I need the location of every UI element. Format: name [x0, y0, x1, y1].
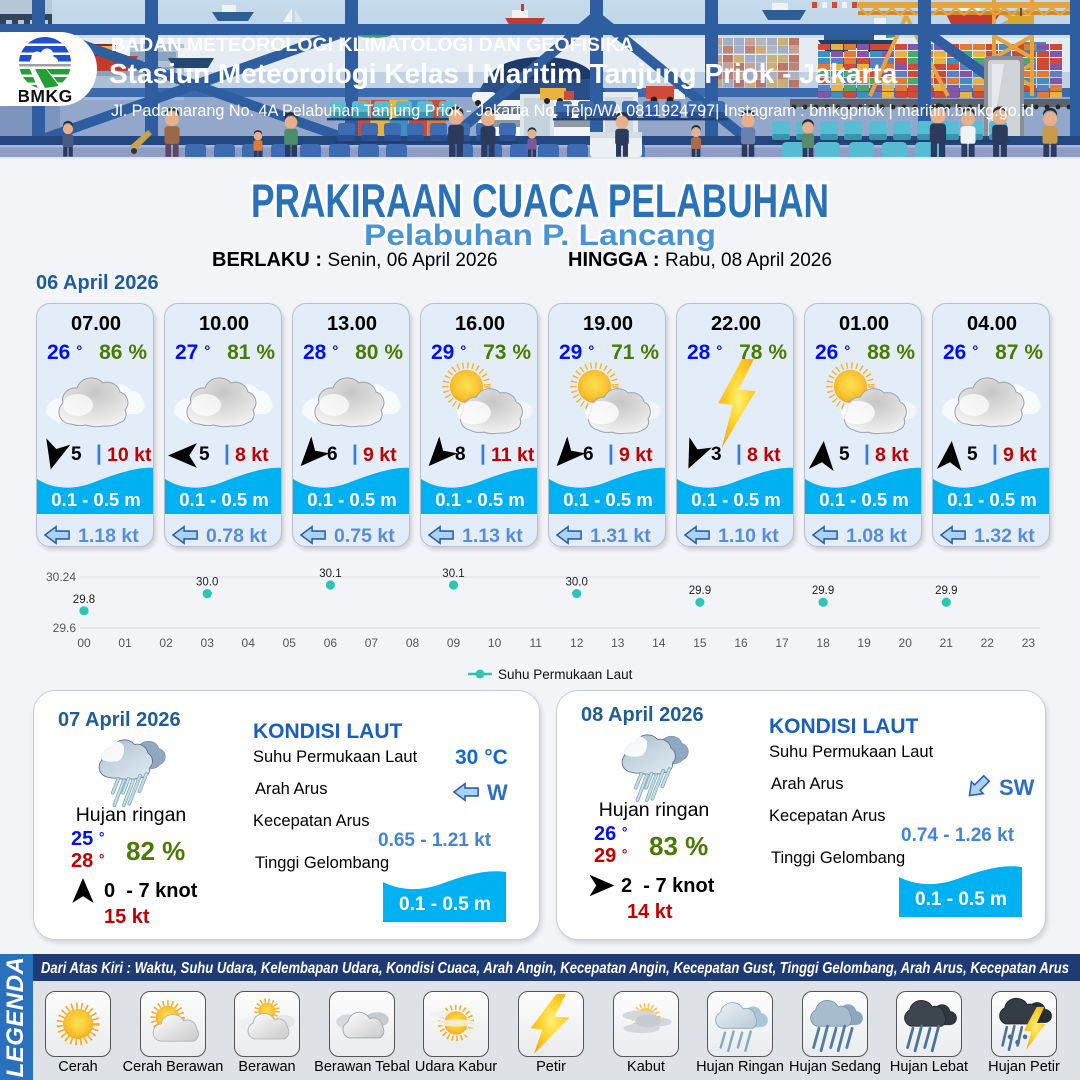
svg-text:05: 05	[283, 636, 297, 650]
svg-text:04: 04	[242, 636, 256, 650]
svg-text:20: 20	[899, 636, 913, 650]
svg-text:Dari Atas Kiri : Waktu, Suhu U: Dari Atas Kiri : Waktu, Suhu Udara, Kele…	[41, 960, 1069, 977]
svg-text:BMKG: BMKG	[19, 86, 73, 105]
svg-text:01: 01	[118, 636, 132, 650]
svg-text:13: 13	[611, 636, 625, 650]
svg-text:30.1: 30.1	[319, 568, 341, 580]
svg-text:29.8: 29.8	[73, 594, 95, 606]
svg-text:14: 14	[652, 636, 666, 650]
svg-text:15: 15	[693, 636, 707, 650]
svg-text:30.24: 30.24	[46, 570, 76, 584]
svg-text:16: 16	[734, 636, 748, 650]
svg-text:0.1 - 0.5 m: 0.1 - 0.5 m	[399, 894, 491, 915]
svg-text:07: 07	[365, 636, 379, 650]
svg-text:30.0: 30.0	[196, 577, 218, 589]
svg-text:29.9: 29.9	[689, 585, 711, 597]
svg-text:19: 19	[857, 636, 871, 650]
svg-text:29.6: 29.6	[53, 621, 77, 635]
svg-text:00: 00	[77, 636, 91, 650]
svg-text:06: 06	[324, 636, 338, 650]
svg-text:08: 08	[406, 636, 420, 650]
svg-text:30.1: 30.1	[442, 568, 464, 580]
svg-text:23: 23	[1022, 636, 1036, 650]
svg-text:29.9: 29.9	[812, 585, 834, 597]
svg-text:11: 11	[529, 636, 542, 650]
svg-text:PRAKIRAAN CUACA PELABUHAN: PRAKIRAAN CUACA PELABUHAN	[251, 174, 829, 227]
svg-text:0.1 - 0.5 m: 0.1 - 0.5 m	[915, 889, 1007, 910]
svg-text:18: 18	[816, 636, 830, 650]
svg-text:02: 02	[159, 636, 173, 650]
svg-text:17: 17	[775, 636, 789, 650]
svg-text:03: 03	[201, 636, 215, 650]
svg-text:29.9: 29.9	[935, 585, 957, 597]
svg-text:22: 22	[981, 636, 995, 650]
svg-text:10: 10	[488, 636, 502, 650]
svg-text:Pelabuhan P. Lancang: Pelabuhan P. Lancang	[364, 219, 716, 252]
svg-text:Suhu Permukaan Laut: Suhu Permukaan Laut	[498, 667, 633, 682]
svg-text:21: 21	[940, 636, 954, 650]
svg-text:12: 12	[570, 636, 584, 650]
svg-text:30.0: 30.0	[566, 577, 588, 589]
svg-text:09: 09	[447, 636, 461, 650]
